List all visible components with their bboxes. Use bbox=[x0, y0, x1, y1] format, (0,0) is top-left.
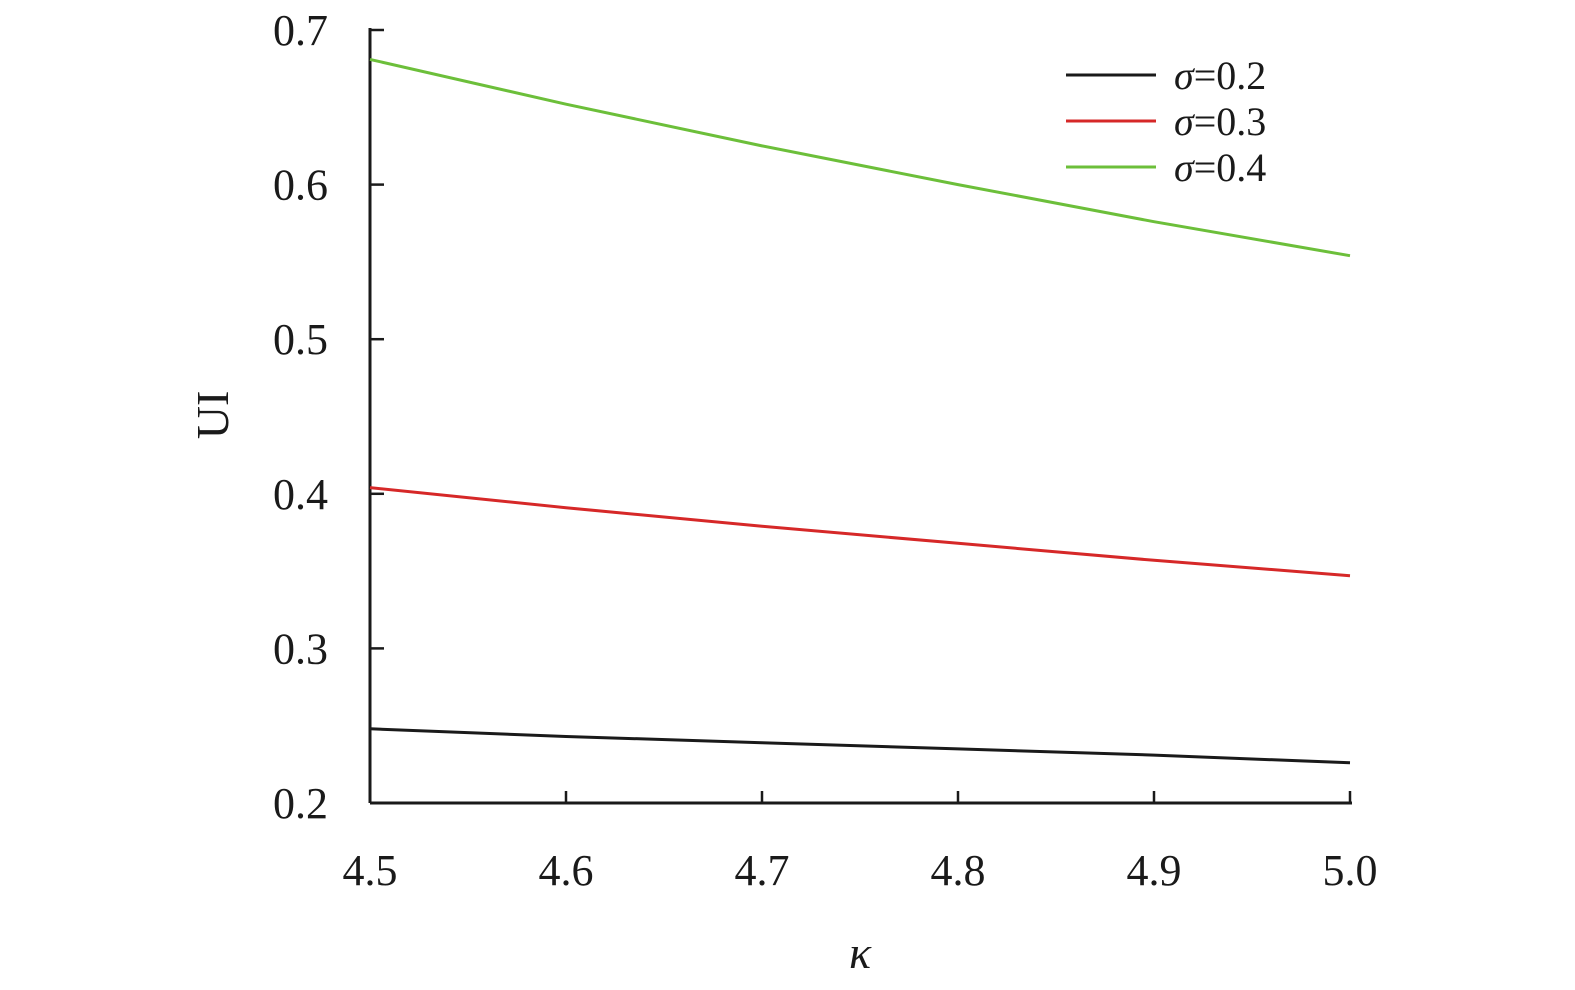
y-tick-label: 0.2 bbox=[273, 779, 328, 828]
y-tick-label: 0.4 bbox=[273, 470, 328, 519]
y-axis-title: UI bbox=[187, 391, 238, 440]
series-lines bbox=[369, 57, 1351, 765]
axes bbox=[368, 28, 1352, 805]
y-tick-label: 0.3 bbox=[273, 624, 328, 673]
legend-symbol: σ bbox=[1174, 145, 1195, 190]
series-line-2 bbox=[369, 486, 1351, 578]
x-ticks: 4.5 4.6 4.7 4.8 4.9 5.0 bbox=[343, 791, 1378, 895]
legend-value: =0.2 bbox=[1194, 53, 1267, 98]
y-tick-label: 0.6 bbox=[273, 161, 328, 210]
x-tick-label: 4.7 bbox=[735, 846, 790, 895]
y-ticks: 0.2 0.3 0.4 0.5 0.6 0.7 bbox=[273, 6, 384, 828]
x-tick-label: 4.8 bbox=[931, 846, 986, 895]
legend-symbol: σ bbox=[1174, 53, 1195, 98]
legend-label-2: σ=0.3 bbox=[1174, 99, 1266, 144]
series-line-3 bbox=[369, 57, 1351, 258]
y-tick-label: 0.7 bbox=[273, 6, 328, 55]
y-tick-label: 0.5 bbox=[273, 315, 328, 364]
x-axis-title: κ bbox=[849, 927, 872, 978]
series-line-1 bbox=[369, 727, 1351, 765]
x-tick-label: 4.6 bbox=[539, 846, 594, 895]
legend: σ=0.2σ=0.3σ=0.4 bbox=[1066, 53, 1266, 190]
legend-value: =0.3 bbox=[1194, 99, 1267, 144]
legend-label-1: σ=0.2 bbox=[1174, 53, 1266, 98]
x-tick-label: 4.5 bbox=[343, 846, 398, 895]
legend-symbol: σ bbox=[1174, 99, 1195, 144]
x-tick-label: 4.9 bbox=[1127, 846, 1182, 895]
legend-label-3: σ=0.4 bbox=[1174, 145, 1266, 190]
x-tick-label: 5.0 bbox=[1323, 846, 1378, 895]
legend-value: =0.4 bbox=[1194, 145, 1267, 190]
